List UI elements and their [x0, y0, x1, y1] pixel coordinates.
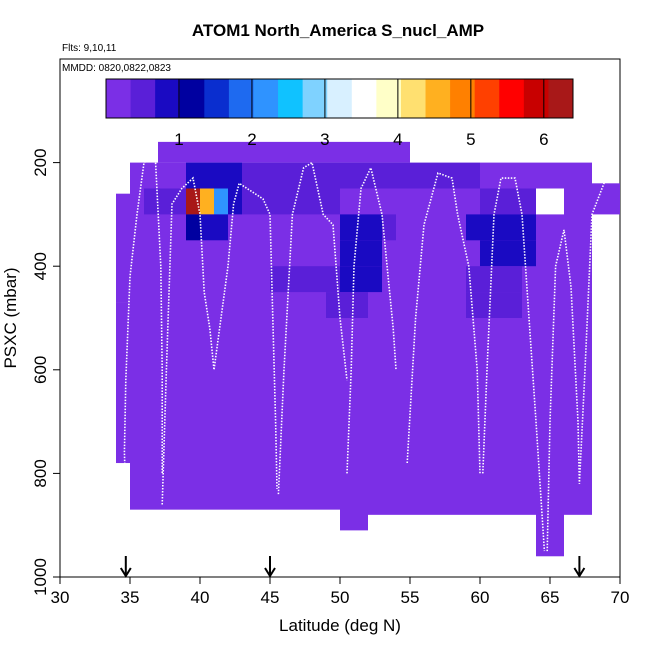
y-axis-label: PSXC (mbar): [1, 267, 20, 368]
heatmap-cell: [326, 292, 368, 318]
colorbar-swatch: [179, 79, 205, 118]
heatmap-cell: [382, 214, 396, 241]
heatmap-cell: [284, 188, 340, 215]
heatmap-cells: [116, 141, 620, 557]
flight-profile-line: [406, 171, 481, 474]
down-arrow-icon: [573, 556, 586, 578]
colorbar-swatch: [302, 79, 328, 118]
colorbar-swatch: [499, 79, 525, 118]
heatmap-cell: [466, 266, 522, 293]
x-tick-label: 50: [331, 588, 350, 607]
flight-profiles: [123, 153, 621, 552]
colorbar-swatch: [450, 79, 476, 118]
colorbar-tick-label: 1: [174, 130, 183, 149]
chart-title: ATOM1 North_America S_nucl_AMP: [192, 21, 484, 40]
heatmap-background: [130, 188, 340, 510]
heatmap-background: [116, 302, 130, 464]
heatmap-background: [564, 188, 592, 515]
heatmap-cell: [480, 162, 592, 189]
colorbar-frame: [105, 78, 574, 119]
colorbar-swatch: [155, 79, 181, 118]
x-tick-label: 30: [51, 588, 70, 607]
heatmap-cell: [200, 188, 214, 215]
heatmap-cell: [480, 188, 536, 215]
x-tick-label: 60: [471, 588, 490, 607]
heatmap-cell: [158, 162, 186, 189]
y-tick-label: 800: [31, 459, 50, 487]
colorbar: 1 2 3 4 5 6: [105, 78, 574, 149]
heatmap-cell: [466, 214, 536, 241]
heatmap-cell: [340, 162, 480, 189]
heatmap-cell: [186, 162, 242, 189]
colorbar-swatch: [425, 79, 451, 118]
heatmap-cell: [242, 162, 340, 189]
heatmap-background: [116, 193, 130, 303]
heatmap-background: [536, 214, 564, 557]
colorbar-swatch: [548, 79, 574, 118]
colorbar-swatch: [351, 79, 377, 118]
flight-profile-line: [161, 176, 278, 505]
y-tick-label: 600: [31, 356, 50, 384]
heatmap-cell: [340, 214, 382, 241]
x-tick-label: 45: [261, 588, 280, 607]
colorbar-tick-label: 2: [247, 130, 256, 149]
y-tick-label: 200: [31, 148, 50, 176]
heatmap-cell: [340, 266, 382, 293]
dates-note: MMDD: 0820,0822,0823: [62, 63, 171, 74]
colorbar-swatch: [204, 79, 230, 118]
flight-profile-line: [123, 153, 163, 495]
heatmap-cell: [200, 214, 214, 241]
arrow-markers: [119, 556, 586, 578]
colorbar-swatch: [523, 79, 549, 118]
y-tick-label: 1000: [31, 558, 50, 596]
flight-profile-line: [482, 177, 546, 552]
x-axis-label: Latitude (deg N): [279, 616, 401, 635]
heatmap-cell: [480, 240, 536, 267]
heatmap-cell: [144, 188, 186, 215]
x-tick-label: 55: [401, 588, 420, 607]
heatmap-cell: [186, 214, 200, 241]
heatmap-cell: [242, 188, 284, 215]
heatmap-cell: [214, 188, 228, 215]
colorbar-swatch: [376, 79, 402, 118]
colorbar-swatch: [106, 79, 132, 118]
x-tick-label: 70: [611, 588, 630, 607]
heatmap-cell: [214, 214, 228, 241]
colorbar-swatch: [253, 79, 279, 118]
colorbar-tick-label: 6: [539, 130, 548, 149]
colorbar-swatch: [278, 79, 304, 118]
colorbar-tick-label: 3: [320, 130, 329, 149]
colorbar-swatch: [228, 79, 254, 118]
colorbar-swatch: [400, 79, 427, 118]
flight-profile-line: [546, 167, 621, 552]
y-tick-label: 400: [31, 252, 50, 280]
axes: 30 35 40 45 50 55 60 65 70 200 400 600 800 1000: [31, 148, 629, 607]
heatmap-cell: [340, 240, 382, 267]
x-tick-label: 40: [191, 588, 210, 607]
down-arrow-icon: [264, 556, 276, 578]
heatmap-cell: [466, 292, 522, 318]
colorbar-tick-label: 4: [393, 130, 402, 149]
down-arrow-icon: [119, 556, 132, 578]
colorbar-swatch: [130, 79, 156, 118]
flights-note: Flts: 9,10,11: [62, 43, 117, 54]
colorbar-swatch: [474, 79, 500, 118]
heatmap-cell: [270, 266, 340, 293]
heatmap-background: [592, 183, 620, 215]
flight-profile-line: [346, 165, 397, 474]
x-tick-label: 65: [541, 588, 560, 607]
x-tick-label: 35: [121, 588, 140, 607]
heatmap-cell: [158, 141, 410, 163]
colorbar-tick-label: 5: [466, 130, 475, 149]
colorbar-swatch: [327, 79, 353, 118]
